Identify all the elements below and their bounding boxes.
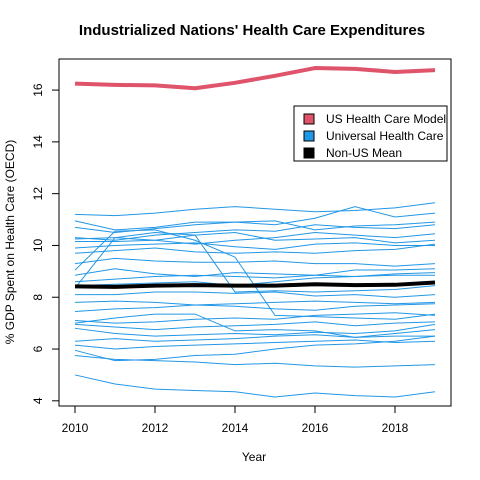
universal-series-line <box>74 224 436 241</box>
y-tick-label: 8 <box>31 294 45 301</box>
universal-series-line <box>74 313 436 338</box>
y-axis-label: % GDP Spent on Health Care (OECD) <box>3 140 17 345</box>
x-tick-label: 2016 <box>302 421 329 435</box>
plot-area <box>74 66 436 398</box>
y-tick-label: 6 <box>31 345 45 352</box>
universal-series-line <box>74 374 436 398</box>
universal-series-line <box>74 355 436 368</box>
universal-series-line <box>74 242 435 250</box>
y-tick-label: 16 <box>31 83 45 97</box>
x-tick-label: 2012 <box>142 421 169 435</box>
legend-box <box>293 105 448 162</box>
universal-series-line <box>74 268 436 283</box>
universal-series-line <box>74 202 436 217</box>
universal-series-line <box>74 231 436 293</box>
legend-swatch <box>303 147 315 159</box>
universal-series-line <box>74 257 436 267</box>
universal-series-line <box>74 268 436 278</box>
universal-series-line <box>74 303 436 312</box>
y-tick-label: 12 <box>31 187 45 201</box>
y-tick-label: 4 <box>31 397 45 404</box>
x-tick-label: 2010 <box>62 421 89 435</box>
universal-series-line <box>74 323 436 337</box>
universal-series-line <box>74 321 436 331</box>
us-health-care-line <box>74 66 436 91</box>
y-tick-label: 10 <box>31 238 45 252</box>
universal-series-line <box>74 300 436 306</box>
x-axis-label: Year <box>242 450 266 464</box>
universal-series-line <box>74 231 436 245</box>
universal-series-line <box>74 206 436 231</box>
x-tick-label: 2014 <box>222 421 249 435</box>
plot-frame <box>58 58 452 407</box>
legend-entry-label: Universal Health Care <box>326 129 444 143</box>
x-tick-label: 2018 <box>382 421 409 435</box>
y-tick-label: 14 <box>31 135 45 149</box>
legend-entry-label: Non-US Mean <box>326 146 402 160</box>
universal-series-line <box>74 339 436 350</box>
legend-swatch <box>303 113 315 125</box>
universal-series-line <box>74 243 436 254</box>
legend-entry-label: US Health Care Model <box>326 112 446 126</box>
legend: US Health Care Model Universal Health Car… <box>293 105 448 162</box>
non-us-mean-line <box>74 280 436 289</box>
universal-series-line <box>75 291 436 298</box>
universal-series-line <box>75 231 436 244</box>
universal-series-line <box>74 312 436 324</box>
legend-swatch <box>303 130 315 142</box>
axes: 2010 2012 2014 2016 2018 4 6 8 10 12 14 16 <box>31 58 452 435</box>
chart-title: Industrialized Nations' Health Care Expe… <box>79 22 425 39</box>
universal-series-line <box>74 334 435 342</box>
